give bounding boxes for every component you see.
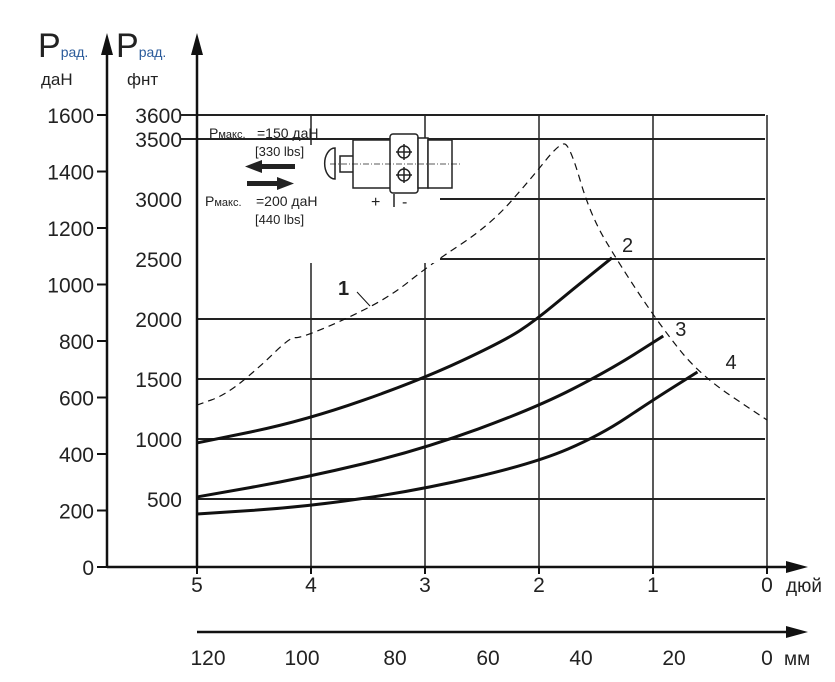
y-tick-label-lbs: 3000 [135,189,182,212]
arrow-right-icon [247,177,294,190]
curve-1-leader [356,291,371,307]
y-axis-left-title: Pрад. [38,27,88,65]
y-tick-label-lbs: 2500 [135,249,182,272]
y-tick-label-lbs: 1500 [135,369,182,392]
motor-icon [323,133,460,207]
inset-load-2-lbs: [440 lbs] [255,212,304,227]
x-tick-label-inch: 3 [419,574,431,597]
y-axis-left-unit: даН [41,70,73,89]
y-tick-label-daN: 1000 [47,275,94,298]
y-tick-label-lbs: 3500 [135,129,182,152]
curve-label-2: 2 [622,235,633,257]
x-tick-label-mm: 80 [383,647,406,670]
x-tick-label-inch: 2 [533,574,545,597]
x-tick-label-mm: 20 [662,647,685,670]
y-axis-right-arrow-icon [191,33,203,55]
x-axis-mm-unit: мм [784,649,810,670]
y-tick-label-daN: 1400 [47,162,94,185]
x-tick-label-mm: 100 [284,647,319,670]
x-tick-label-mm: 0 [761,647,773,670]
y-axis-right-unit: фнт [127,70,158,89]
inset-load-2: =200 даН [256,193,318,209]
x-tick-label-inch: 4 [305,574,317,597]
curve-label-1: 1 [338,278,349,300]
y-tick-label-lbs: 2000 [135,309,182,332]
y-tick-label-lbs: 3600 [135,105,182,128]
x-tick-label-inch: 5 [191,574,203,597]
inset-plus: + [371,194,380,211]
y-tick-label-lbs: 500 [147,489,182,512]
curve-1 [196,143,768,421]
arrow-left-icon [245,160,295,173]
y-tick-label-daN: 0 [82,557,94,580]
x-tick-label-mm: 120 [190,647,225,670]
y-tick-label-daN: 200 [59,501,94,524]
inset-minus: - [402,194,407,211]
y-tick-label-lbs: 1000 [135,429,182,452]
x-tick-label-inch: 0 [761,574,773,597]
motor-inset: Pмакс. =150 даН [330 lbs] Pмакс. =200 да… [205,125,460,227]
x-axis-inch-arrow-icon [786,561,808,573]
x-axis-mm-arrow-icon [786,626,808,638]
x-tick-label-mm: 60 [476,647,499,670]
x-tick-label-inch: 1 [647,574,659,597]
y-tick-label-daN: 1600 [47,105,94,128]
y-tick-label-daN: 1200 [47,218,94,241]
inset-load-1: =150 даН [257,125,319,141]
curve-2 [196,256,613,445]
y-tick-label-daN: 800 [59,331,94,354]
y-tick-label-daN: 600 [59,388,94,411]
curve-label-3: 3 [675,319,686,341]
curve-label-4: 4 [725,352,736,374]
x-tick-label-mm: 40 [569,647,592,670]
x-axis-inch-unit: дюй [786,576,822,597]
y-axis-left-arrow-icon [101,33,113,55]
y-axis-right-title: Pрад. [116,27,166,65]
inset-load-1-lbs: [330 lbs] [255,144,304,159]
inset-p-label-1: Pмакс. [209,125,246,141]
inset-p-label-2: Pмакс. [205,193,242,209]
curve-3 [196,334,665,499]
y-tick-label-daN: 400 [59,444,94,467]
curve-4 [196,370,699,516]
